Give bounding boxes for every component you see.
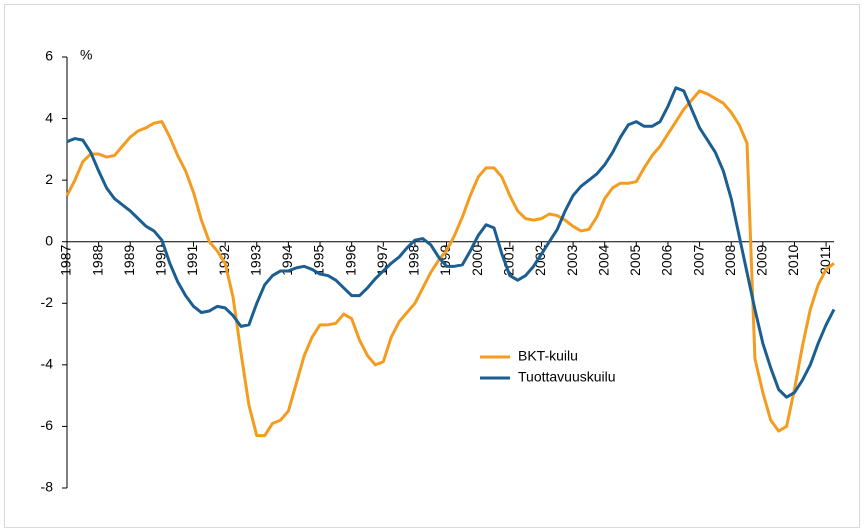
chart-frame xyxy=(4,4,860,528)
x-tick-label: 2003 xyxy=(564,245,580,276)
x-tick-label: 1988 xyxy=(89,245,105,276)
y-tick-label: 0 xyxy=(45,232,53,248)
x-tick-label: 2010 xyxy=(785,245,801,276)
x-tick-label: 2008 xyxy=(722,245,738,276)
x-tick-label: 1991 xyxy=(184,245,200,276)
legend-label: Tuottavuuskuilu xyxy=(518,369,616,385)
x-tick-label: 1995 xyxy=(311,245,327,276)
series-line xyxy=(65,89,835,438)
y-tick-label: 4 xyxy=(45,109,53,125)
x-tick-label: 1987 xyxy=(58,245,74,276)
x-tick-label: 1999 xyxy=(437,245,453,276)
y-tick-label: -4 xyxy=(41,356,54,372)
x-tick-label: 1989 xyxy=(121,245,137,276)
x-tick-label: 1998 xyxy=(406,245,422,276)
series-line xyxy=(66,86,836,399)
x-tick-label: 1993 xyxy=(247,245,263,276)
y-axis-label: % xyxy=(80,47,92,63)
x-tick-label: 2004 xyxy=(595,245,611,276)
x-tick-label: 2001 xyxy=(501,245,517,276)
x-tick-label: 2007 xyxy=(690,245,706,276)
y-tick-label: -2 xyxy=(41,294,54,310)
y-tick-label: -8 xyxy=(41,479,54,495)
x-tick-label: 2005 xyxy=(627,245,643,276)
x-tick-label: 2006 xyxy=(659,245,675,276)
x-tick-label: 2000 xyxy=(469,245,485,276)
x-tick-label: 2009 xyxy=(754,245,770,276)
y-tick-label: 6 xyxy=(45,48,53,64)
x-tick-label: 1996 xyxy=(342,245,358,276)
y-tick-label: -6 xyxy=(41,417,54,433)
x-tick-label: 1994 xyxy=(279,245,295,276)
legend-label: BKT-kuilu xyxy=(518,348,578,364)
y-tick-label: 2 xyxy=(45,171,53,187)
